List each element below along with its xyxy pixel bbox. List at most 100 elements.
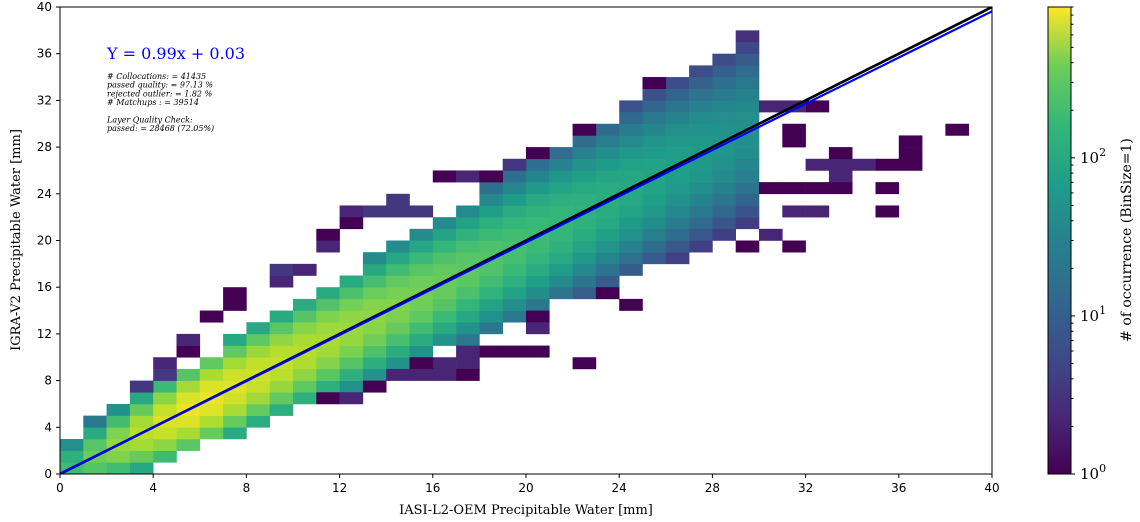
heatmap-bin [432, 252, 457, 265]
heatmap-bin [572, 135, 597, 148]
heatmap-bin [432, 287, 457, 300]
heatmap-bin [689, 240, 713, 253]
heatmap-bin [479, 287, 503, 300]
heatmap-bin [479, 275, 503, 288]
y-tick-label: 32 [37, 93, 52, 107]
heatmap-bin [619, 147, 643, 160]
y-tick-label: 8 [44, 374, 52, 388]
heatmap-bin [502, 287, 527, 300]
heatmap-bin [456, 205, 480, 218]
x-tick-label: 0 [56, 481, 64, 495]
heatmap-bin [199, 310, 224, 323]
heatmap-bin [199, 427, 224, 440]
heatmap-bin [852, 158, 876, 171]
heatmap-bin [362, 287, 387, 300]
heatmap-bin [572, 147, 597, 160]
heatmap-bin [362, 333, 387, 346]
heatmap-bin [176, 333, 201, 346]
heatmap-bin [269, 263, 294, 276]
heatmap-bin [293, 392, 317, 405]
heatmap-bin [712, 112, 736, 125]
heatmap-bin [83, 462, 107, 474]
heatmap-bin [316, 380, 340, 393]
heatmap-bin [269, 333, 294, 346]
heatmap-bin [782, 123, 806, 136]
heatmap-bin [665, 135, 690, 148]
heatmap-bin [362, 368, 387, 381]
heatmap-bin [665, 217, 690, 230]
heatmap-bin [176, 415, 201, 428]
heatmap-bin [526, 205, 550, 218]
heatmap-bin [223, 392, 247, 405]
heatmap-bin [176, 368, 201, 381]
heatmap-bin [759, 100, 783, 113]
heatmap-bin [153, 438, 177, 451]
heatmap-bin [479, 263, 503, 276]
heatmap-bin [409, 275, 434, 288]
heatmap-bin [269, 345, 294, 358]
colorbar [1047, 6, 1072, 475]
heatmap-bin [782, 240, 806, 253]
heatmap-bin [176, 438, 201, 451]
heatmap-bin [339, 392, 364, 405]
heatmap-bin [223, 415, 247, 428]
heatmap-bin [735, 30, 760, 43]
heatmap-bin [526, 345, 550, 358]
heatmap-bin [339, 205, 364, 218]
heatmap-bin [316, 322, 340, 335]
heatmap-bin [362, 205, 387, 218]
heatmap-bin [269, 392, 294, 405]
colorbar-tick-label: 102 [1080, 146, 1106, 167]
fit-equation: Y = 0.99x + 0.03 [106, 44, 245, 63]
heatmap-bin [735, 88, 760, 101]
stats-line: rejected outlier: = 1.82 % [107, 89, 213, 98]
heatmap-bin [246, 403, 270, 416]
heatmap-bin [642, 240, 667, 253]
heatmap-bin [805, 182, 830, 195]
heatmap-bin [875, 205, 900, 218]
heatmap-bin [689, 88, 713, 101]
heatmap-bin [129, 438, 154, 451]
heatmap-bin [642, 88, 667, 101]
heatmap-bin [456, 228, 480, 241]
heatmap-bin [409, 205, 434, 218]
heatmap-bin [199, 380, 224, 393]
heatmap-bin [619, 240, 643, 253]
heatmap-bin [432, 310, 457, 323]
heatmap-bin [293, 310, 317, 323]
heatmap-bin [689, 217, 713, 230]
heatmap-bin [456, 368, 480, 381]
heatmap-bin [106, 450, 131, 463]
y-tick-label: 4 [44, 420, 52, 434]
heatmap-bin [689, 65, 713, 78]
heatmap-bin [689, 182, 713, 195]
heatmap-bin [595, 170, 620, 183]
heatmap-bin [595, 252, 620, 265]
heatmap-bin [479, 217, 503, 230]
stats-line: # Collocations: = 41435 [107, 72, 206, 81]
heatmap-bin [735, 182, 760, 195]
heatmap-bin [642, 228, 667, 241]
heatmap-bin [642, 147, 667, 160]
heatmap-bin [712, 170, 736, 183]
heatmap-bin [665, 88, 690, 101]
heatmap-bin [129, 392, 154, 405]
heatmap-bin [549, 252, 573, 265]
heatmap-bin [339, 217, 364, 230]
heatmap-bin [339, 310, 364, 323]
heatmap-bin [689, 123, 713, 136]
heatmap-bin [828, 170, 853, 183]
heatmap-bin [176, 345, 201, 358]
heatmap-bin [526, 287, 550, 300]
heatmap-bin [83, 427, 107, 440]
heatmap-bin [712, 53, 736, 66]
stats-line: passed: = 28468 (72.05%) [107, 124, 214, 133]
heatmap-bin [269, 368, 294, 381]
heatmap-bin [176, 427, 201, 440]
heatmap-bin [595, 275, 620, 288]
x-tick-label: 32 [798, 481, 813, 495]
heatmap-bin [479, 205, 503, 218]
x-tick-label: 12 [332, 481, 347, 495]
heatmap-bin [362, 322, 387, 335]
